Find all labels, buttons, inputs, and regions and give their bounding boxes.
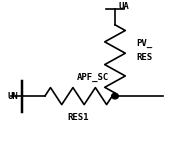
Text: APF_SC: APF_SC [77,73,109,82]
Circle shape [112,93,118,99]
Text: RES1: RES1 [67,113,89,122]
Text: UA: UA [119,2,129,11]
Text: RES: RES [137,53,153,62]
Text: UN: UN [7,92,18,101]
Text: PV_: PV_ [137,39,153,48]
